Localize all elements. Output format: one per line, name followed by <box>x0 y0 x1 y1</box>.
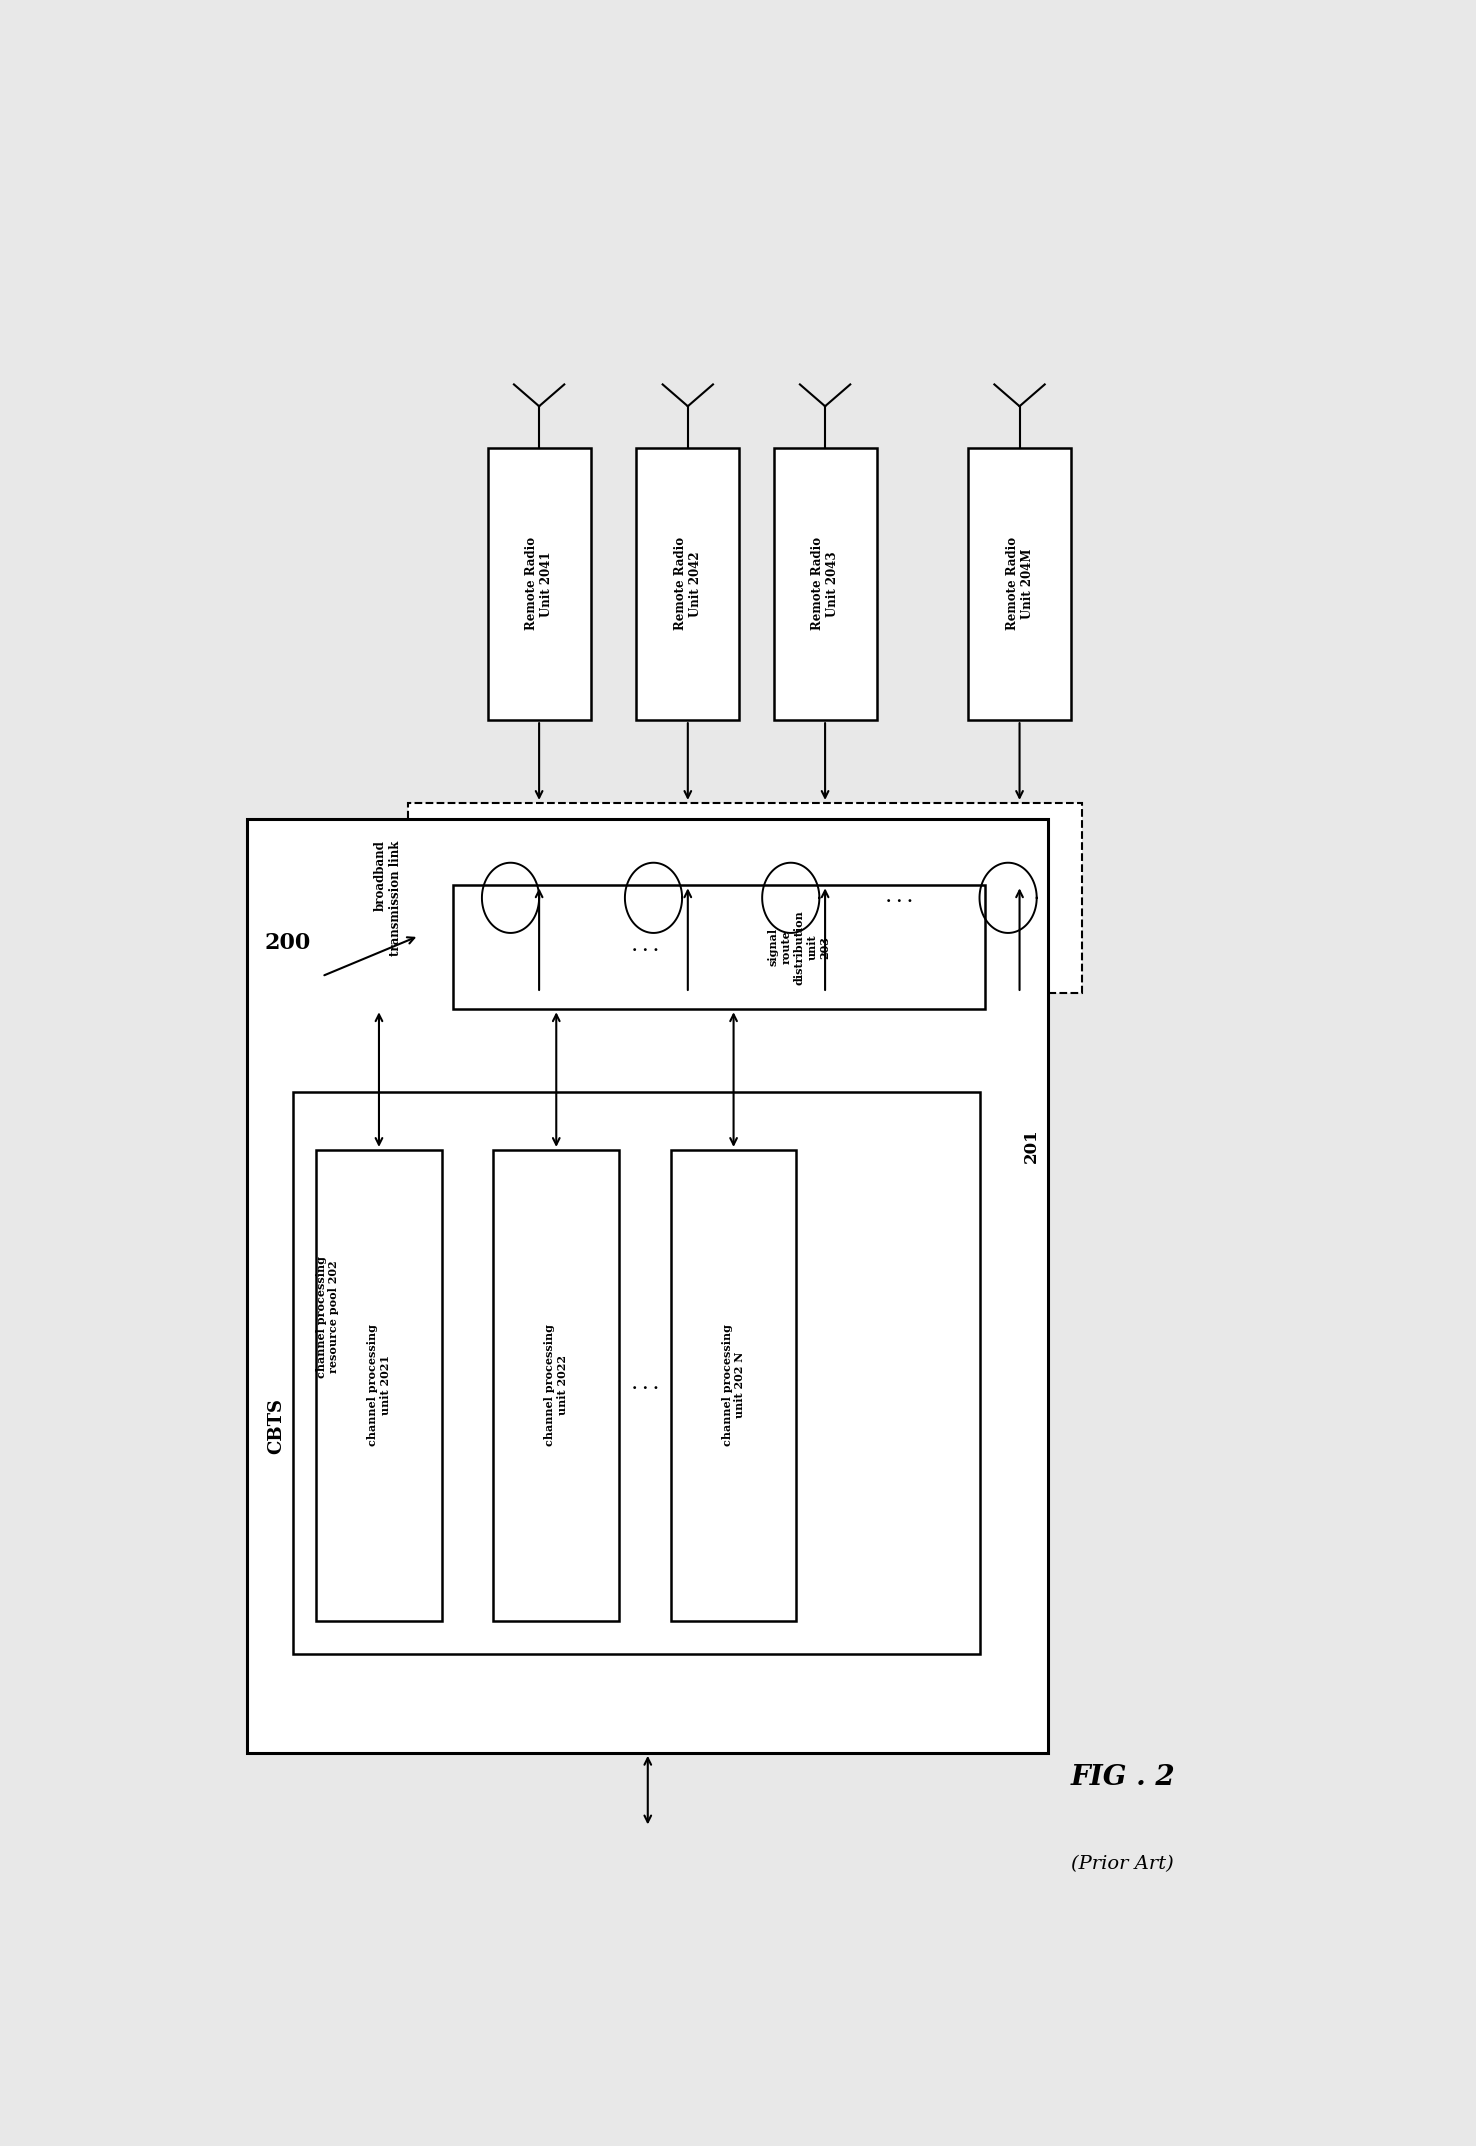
Text: Remote Radio
Unit 2042: Remote Radio Unit 2042 <box>675 536 701 631</box>
Bar <box>294 1092 980 1655</box>
Text: Remote Radio
Unit 2043: Remote Radio Unit 2043 <box>812 536 838 631</box>
Text: broadband
transmission link: broadband transmission link <box>373 839 401 955</box>
Bar <box>773 449 877 721</box>
Bar <box>968 449 1072 721</box>
Text: . . .: . . . <box>632 1378 658 1393</box>
Text: Remote Radio
Unit 2041: Remote Radio Unit 2041 <box>525 536 554 631</box>
Bar <box>248 820 1048 1753</box>
Bar <box>453 886 986 1009</box>
Text: . . .: . . . <box>632 940 658 955</box>
Text: channel processing
unit 202 N: channel processing unit 202 N <box>722 1324 745 1446</box>
Text: channel processing
resource pool 202: channel processing resource pool 202 <box>316 1255 339 1378</box>
Bar <box>493 1150 620 1620</box>
Text: (Prior Art): (Prior Art) <box>1072 1854 1173 1873</box>
Text: signal
route
distribution
unit
203: signal route distribution unit 203 <box>768 910 830 985</box>
Bar <box>407 803 1082 994</box>
Text: Remote Radio
Unit 204M: Remote Radio Unit 204M <box>1005 536 1033 631</box>
Bar <box>316 1150 441 1620</box>
Text: FIG . 2: FIG . 2 <box>1070 1764 1175 1792</box>
Text: channel processing
unit 2021: channel processing unit 2021 <box>368 1324 391 1446</box>
Bar <box>487 449 590 721</box>
Text: 201: 201 <box>1023 1129 1039 1163</box>
Text: . . .: . . . <box>886 891 912 906</box>
Text: channel processing
unit 2022: channel processing unit 2022 <box>545 1324 568 1446</box>
Text: CBTS: CBTS <box>267 1399 285 1455</box>
Text: 200: 200 <box>264 931 310 955</box>
Bar <box>636 449 739 721</box>
Bar <box>670 1150 797 1620</box>
